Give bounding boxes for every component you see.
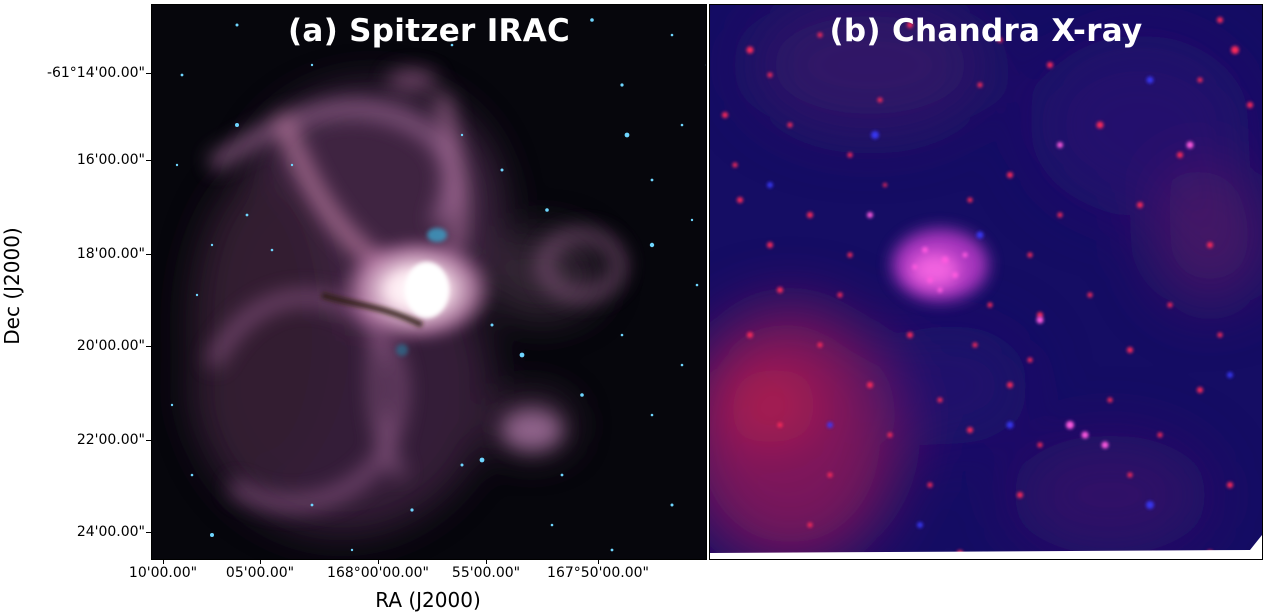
x-tick-mark (486, 559, 487, 564)
panel-b-title: (b) Chandra X-ray (829, 13, 1143, 49)
y-tick-label: 20'00.00" (76, 338, 145, 354)
y-tick-mark (146, 160, 151, 161)
spitzer-irac-image (152, 5, 706, 559)
chandra-xray-image-panel: (b) Chandra X-ray (709, 4, 1263, 560)
x-tick-mark (378, 559, 379, 564)
x-tick-label: 167°50'00.00" (547, 565, 649, 581)
y-tick-mark (146, 346, 151, 347)
panel-a-title: (a) Spitzer IRAC (287, 13, 571, 49)
y-tick-mark (146, 254, 151, 255)
y-tick-mark (146, 73, 151, 74)
x-tick-label: 10'00.00" (128, 565, 198, 581)
y-tick-label: 18'00.00" (76, 246, 145, 262)
y-tick-label: -61°14'00.00" (46, 65, 145, 81)
y-tick-mark (146, 532, 151, 533)
x-tick-mark (163, 559, 164, 564)
y-tick-label: 22'00.00" (76, 432, 145, 448)
x-tick-mark (598, 559, 599, 564)
x-tick-label: 168°00'00.00" (327, 565, 429, 581)
x-axis-label: RA (J2000) (375, 588, 481, 612)
y-axis-label: Dec (J2000) (0, 227, 24, 345)
chandra-xray-image (710, 5, 1262, 559)
x-tick-label: 05'00.00" (225, 565, 295, 581)
y-tick-label: 16'00.00" (76, 152, 145, 168)
x-tick-label: 55'00.00" (451, 565, 521, 581)
y-tick-mark (146, 440, 151, 441)
x-tick-mark (260, 559, 261, 564)
y-tick-label: 24'00.00" (76, 524, 145, 540)
spitzer-irac-image-panel: (a) Spitzer IRAC (151, 4, 707, 560)
